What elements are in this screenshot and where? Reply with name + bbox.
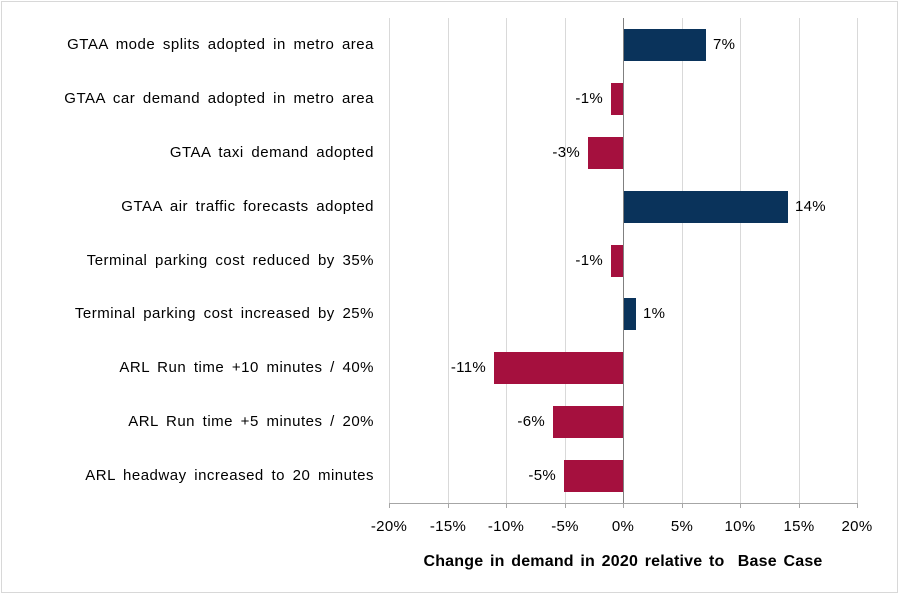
bar-1 [624,29,706,61]
gridline [389,18,390,503]
category-label: GTAA taxi demand adopted [169,144,374,161]
gridline [857,18,858,503]
gridline [506,18,507,503]
x-tick-label: -20% [370,518,408,535]
gridline [565,18,566,503]
bar-3 [588,137,623,169]
x-tick-mark [506,503,507,508]
x-tick-label: 5% [670,518,694,535]
bar-value-label: 7% [713,36,736,53]
x-tick-mark [448,503,449,508]
category-label: ARL Run time +5 minutes / 20% [128,413,374,430]
bar-7 [494,352,623,384]
x-tick-label: -5% [551,518,579,535]
bar-5 [611,245,623,277]
bar-2 [611,83,623,115]
category-label: Terminal parking cost increased by 25% [74,305,374,322]
x-tick-label: 15% [783,518,815,535]
category-label: GTAA car demand adopted in metro area [64,90,374,107]
x-tick-label: 20% [841,518,873,535]
bar-value-label: 14% [795,198,826,215]
bar-8 [553,406,623,438]
bar-9 [564,460,623,492]
bar-value-label: -1% [575,90,603,107]
category-label: ARL headway increased to 20 minutes [85,467,374,484]
x-axis-title: Change in demand in 2020 relative to Bas… [423,553,823,570]
x-tick-mark [799,503,800,508]
gridline [799,18,800,503]
category-label: ARL Run time +10 minutes / 40% [119,359,374,376]
bar-value-label: -5% [528,467,556,484]
x-tick-mark [740,503,741,508]
gridline [740,18,741,503]
x-tick-mark [565,503,566,508]
x-tick-label: 10% [724,518,756,535]
bar-value-label: -11% [450,359,486,376]
x-tick-mark [623,503,624,508]
bar-4 [624,191,788,223]
zero-gridline [623,18,624,503]
bar-6 [624,298,636,330]
bar-value-label: -3% [552,144,580,161]
gridline [448,18,449,503]
x-tick-mark [857,503,858,508]
bar-value-label: 1% [643,305,666,322]
bar-value-label: -1% [575,252,603,269]
x-tick-label: -10% [487,518,525,535]
x-tick-mark [389,503,390,508]
bar-value-label: -6% [517,413,545,430]
x-tick-label: -15% [429,518,467,535]
x-tick-mark [682,503,683,508]
category-label: Terminal parking cost reduced by 35% [86,252,374,269]
plot-area: 7% -1% -3% 14% -1% 1% -11% -6% -5% [389,18,858,503]
gridline [682,18,683,503]
category-label: GTAA mode splits adopted in metro area [67,36,374,53]
category-label: GTAA air traffic forecasts adopted [121,198,374,215]
x-tick-label: 0% [611,518,635,535]
